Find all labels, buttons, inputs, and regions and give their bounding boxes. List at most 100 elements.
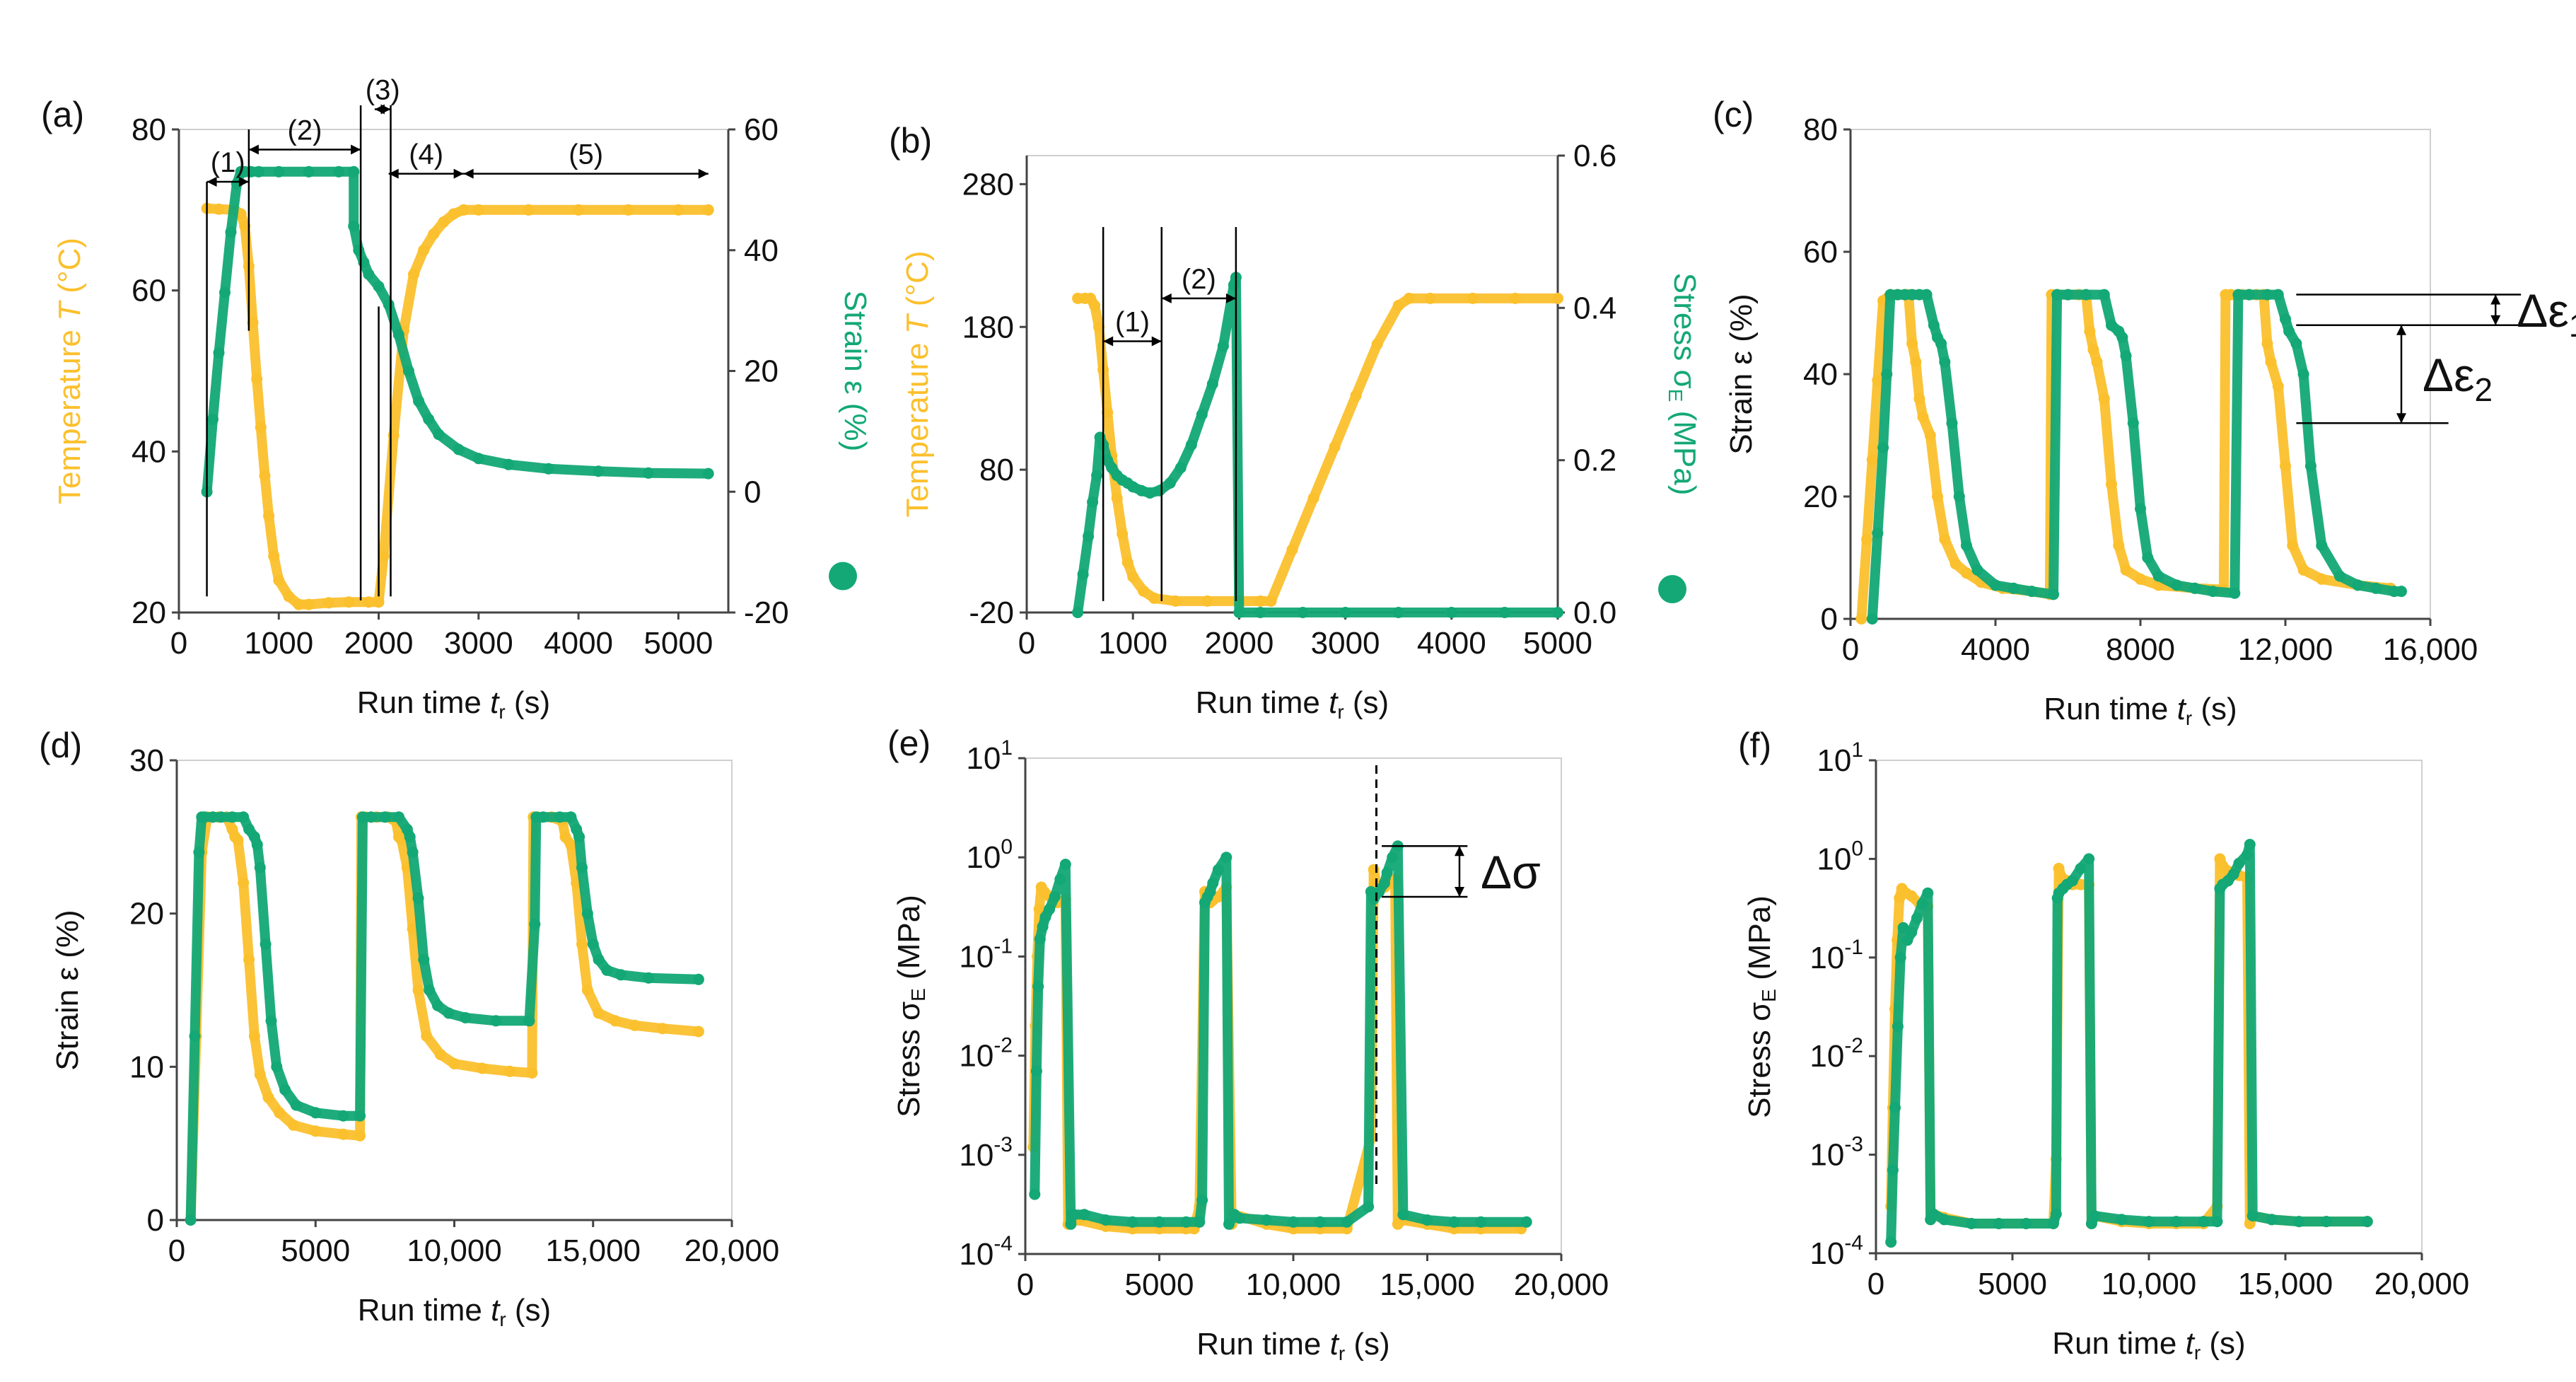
y-axis-label-part-1: σ <box>892 1001 926 1021</box>
y-tick-label-part-1: -2 <box>993 1034 1013 1057</box>
x-axis-label-part-3: (s) <box>1344 685 1389 720</box>
panel-label: (d) <box>39 726 82 765</box>
y-tick-label-part-1: 0 <box>1001 835 1013 859</box>
y2-tick-label: 0.0 <box>1573 596 1616 630</box>
y-tick-label: 60 <box>1803 235 1838 269</box>
y-tick-label: 80 <box>132 112 166 147</box>
panel-label: (e) <box>887 724 931 763</box>
y2-axis-label-part-2: (%) <box>838 395 873 452</box>
y2-axis-label-part-1: ε <box>838 381 873 395</box>
arrow-head <box>453 168 464 179</box>
y-tick-label: 10-3 <box>1809 1133 1863 1173</box>
y2-tick-label: -20 <box>744 596 789 630</box>
x-tick-label: 2000 <box>1204 626 1274 661</box>
x-tick-label: 10,000 <box>2102 1267 2197 1301</box>
y-axis-label-part-0: Strain <box>1724 365 1759 455</box>
x-axis-label: Run time tr (s) <box>1196 685 1389 723</box>
series-temperature <box>1072 292 1563 607</box>
x-tick-label: 5000 <box>643 626 713 661</box>
series-strain <box>185 811 704 1226</box>
y-tick-label-part-1: -2 <box>1844 1034 1863 1057</box>
x-tick-label: 5000 <box>1125 1267 1194 1302</box>
x-axis-label-part-2: r <box>499 1308 506 1330</box>
x-axis-label-part-3: (s) <box>2192 692 2237 726</box>
y-tick-label-part-0: 10 <box>1809 1039 1844 1074</box>
y-axis-label-part-2: E <box>1758 989 1780 1002</box>
segment-label: (2) <box>288 115 322 146</box>
x-axis-label-part-1: t <box>1329 685 1339 720</box>
arrow-head <box>1454 886 1464 897</box>
plot-frame <box>1850 129 2431 620</box>
series-line <box>1886 840 2372 1248</box>
x-tick-label: 15,000 <box>1380 1267 1475 1302</box>
arrow-head <box>206 176 217 187</box>
y-tick-label-part-0: 10 <box>966 741 1001 776</box>
x-tick-label: 16,000 <box>2383 632 2478 667</box>
y-tick-label-part-1: 1 <box>1851 738 1863 762</box>
series-line <box>1867 289 2406 624</box>
arrow-head <box>1454 846 1464 857</box>
y2-axis-label-part-0: Strain <box>838 291 873 381</box>
y-axis-label-part-2: (%) <box>1724 294 1759 351</box>
y-tick-label-part-1: -4 <box>993 1232 1013 1255</box>
y2-tick-label: 0.4 <box>1573 291 1616 325</box>
series-strain <box>1029 840 1532 1230</box>
y-tick-label-part-0: 10 <box>966 840 1001 875</box>
x-tick-label: 1000 <box>244 626 313 661</box>
y-tick-label: 80 <box>979 453 1014 487</box>
y2-tick-label: 0.6 <box>1573 139 1616 173</box>
x-axis-label-part-1: t <box>2186 1326 2196 1361</box>
panel-e: (e) 0 5000 10,000 15,000 20,000 Run time tr (s… <box>887 724 1609 1364</box>
y-tick-label: 0 <box>1821 602 1838 637</box>
x-tick-label: 4000 <box>1417 626 1486 661</box>
segment-label: (5) <box>569 139 603 170</box>
y-tick-label-part-1: -3 <box>993 1133 1013 1156</box>
y2-axis-label: Strain ε (%) <box>838 291 873 451</box>
arrow-head <box>2396 325 2406 335</box>
x-axis-label-part-1: t <box>2177 692 2187 726</box>
y-axis-label: Strain ε (%) <box>50 910 85 1070</box>
x-axis-label-part-1: t <box>490 685 500 720</box>
x-tick-label: 0 <box>170 626 187 661</box>
x-axis-label-part-0: Run time <box>358 1293 491 1328</box>
x-tick-label: 8000 <box>2106 632 2175 667</box>
y-tick-label: 101 <box>1817 738 1863 778</box>
y2-axis-label-part-2: E <box>1665 389 1686 402</box>
series-line <box>1030 841 1532 1229</box>
y-tick-label-part-1: -1 <box>1844 936 1863 959</box>
y2-tick-label: 60 <box>744 112 779 147</box>
y-axis-label-part-2: (%) <box>50 910 85 967</box>
arrow-head <box>380 104 391 115</box>
panel-label: (b) <box>889 121 932 161</box>
x-axis-label-part-0: Run time <box>1196 1327 1329 1361</box>
x-tick-label: 0 <box>1017 1267 1034 1302</box>
y-tick-label-part-0: 10 <box>1809 1236 1844 1271</box>
panel-label: (c) <box>1713 95 1754 134</box>
y-axis-label: Stress σE (MPa) <box>892 895 929 1117</box>
delta-label-part-1: 1 <box>2569 307 2576 344</box>
y-tick-label: 60 <box>132 274 166 308</box>
x-axis-label-part-2: r <box>1337 701 1344 723</box>
y2-tick-label: 0 <box>744 475 761 509</box>
y2-axis-label-part-0: Stress <box>1667 273 1702 370</box>
y-axis-label-part-0: Stress <box>1742 1021 1777 1118</box>
y-tick-label: 40 <box>132 434 166 469</box>
y2-axis-label: Stress σE (MPa) <box>1665 273 1702 496</box>
series-line <box>202 203 713 610</box>
y-tick-label-part-0: 10 <box>959 939 993 974</box>
y2-legend-marker <box>829 562 857 591</box>
series-line <box>202 166 713 497</box>
x-axis-label-part-1: t <box>491 1293 501 1328</box>
y2-tick-label: 40 <box>744 233 779 268</box>
x-tick-label: 3000 <box>1311 626 1380 661</box>
y-tick-label: 20 <box>129 897 164 931</box>
y2-axis-label-part-3: (MPa) <box>1667 402 1702 495</box>
delta-label-part-0: Δε <box>2517 284 2569 337</box>
y-axis-label-part-0: Temperature <box>52 321 87 504</box>
x-axis-label-part-2: r <box>2186 707 2192 729</box>
series-strain <box>1885 839 2373 1248</box>
y2-legend-marker <box>1658 575 1686 603</box>
segment-label: (1) <box>1115 306 1150 337</box>
y-tick-label: 40 <box>1803 357 1838 392</box>
